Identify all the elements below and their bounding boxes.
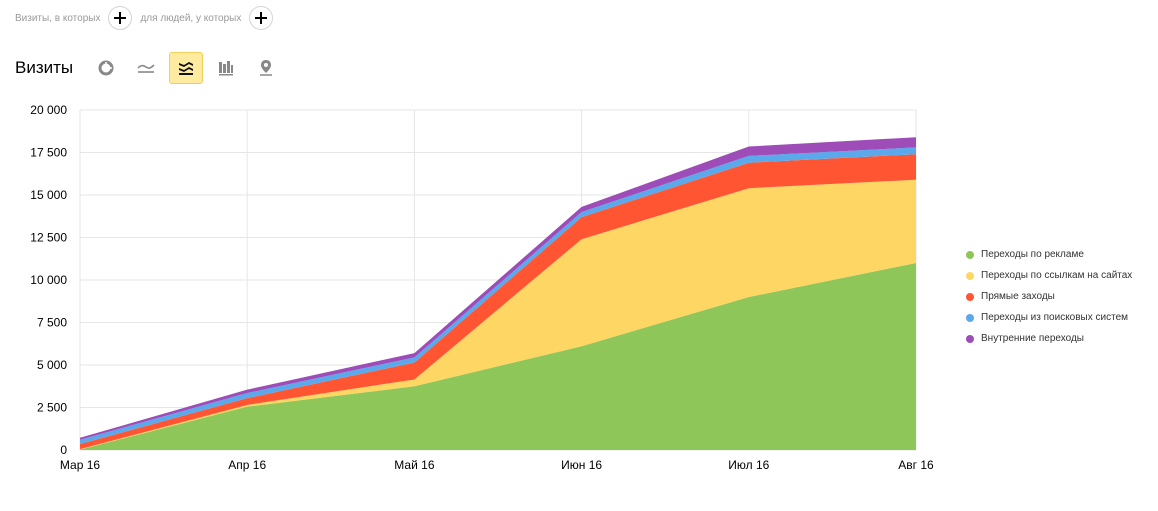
legend-item[interactable]: Переходы по рекламе (966, 244, 1132, 265)
y-tick-label: 2 500 (37, 401, 67, 415)
legend-swatch (966, 313, 974, 322)
legend-swatch (966, 271, 974, 280)
bar-chart-icon (219, 61, 234, 76)
y-tick-label: 20 000 (30, 103, 67, 117)
area-series-3[interactable] (80, 154, 916, 450)
y-tick-label: 10 000 (30, 273, 67, 287)
legend-swatch (966, 250, 974, 259)
area-series-1[interactable] (80, 263, 916, 450)
line-chart-icon (137, 64, 155, 73)
chart-header: Визиты (15, 52, 289, 84)
x-tick-label: Май 16 (394, 458, 435, 472)
legend-item[interactable]: Переходы по ссылкам на сайтах (966, 265, 1132, 286)
map-pin-icon (260, 60, 273, 76)
x-tick-label: Июн 16 (561, 458, 602, 472)
area-view-button[interactable] (169, 52, 204, 84)
area-series-2[interactable] (80, 179, 916, 450)
legend-item[interactable]: Переходы из поисковых систем (966, 307, 1132, 328)
users-segment-label: для людей, у которых (140, 12, 242, 24)
y-tick-label: 5 000 (37, 358, 67, 372)
add-visit-condition-button[interactable] (108, 6, 133, 30)
legend-label: Переходы из поисковых систем (981, 312, 1129, 323)
y-tick-label: 0 (60, 443, 67, 457)
add-user-condition-button[interactable] (249, 6, 274, 30)
plus-icon (114, 12, 127, 24)
x-tick-label: Июл 16 (728, 458, 769, 472)
legend-label: Прямые заходы (981, 291, 1055, 302)
legend-swatch (966, 334, 974, 343)
y-tick-label: 15 000 (30, 188, 67, 202)
plus-icon (255, 12, 268, 24)
y-tick-label: 7 500 (37, 316, 67, 330)
legend-label: Внутренние переходы (981, 333, 1084, 344)
legend-item[interactable]: Прямые заходы (966, 286, 1132, 307)
area-chart-icon (179, 62, 194, 75)
x-tick-label: Мар 16 (60, 458, 100, 472)
legend-item[interactable]: Внутренние переходы (966, 328, 1132, 349)
x-tick-label: Апр 16 (228, 458, 266, 472)
pie-view-button[interactable] (89, 52, 123, 84)
legend-label: Переходы по ссылкам на сайтах (981, 270, 1133, 281)
y-tick-label: 17 500 (30, 146, 67, 160)
legend-swatch (966, 292, 974, 301)
legend-label: Переходы по рекламе (981, 249, 1084, 260)
y-tick-label: 12 500 (30, 231, 67, 245)
map-view-button[interactable] (249, 52, 283, 84)
pie-chart-icon (98, 60, 114, 76)
line-view-button[interactable] (129, 52, 163, 84)
visits-segment-label: Визиты, в которых (15, 12, 101, 24)
page-title: Визиты (15, 58, 74, 77)
segment-filter-bar: Визиты, в которых для людей, у которых (15, 5, 281, 31)
bar-view-button[interactable] (209, 52, 243, 84)
x-tick-label: Авг 16 (898, 458, 934, 472)
chart-legend: Переходы по рекламе Переходы по ссылкам н… (966, 244, 1132, 349)
